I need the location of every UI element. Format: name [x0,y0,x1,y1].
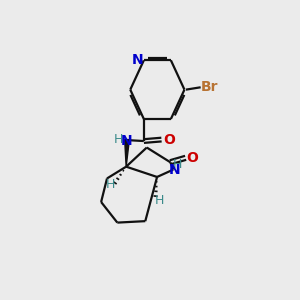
Text: O: O [163,133,175,147]
Text: N: N [131,53,143,67]
Text: Br: Br [201,80,218,94]
Polygon shape [125,140,129,167]
Text: O: O [186,151,198,165]
Text: H: H [155,194,164,207]
Text: N: N [169,163,180,177]
Text: H: H [172,158,182,171]
Text: N: N [121,134,133,148]
Text: H: H [106,178,115,191]
Text: H: H [114,133,124,146]
